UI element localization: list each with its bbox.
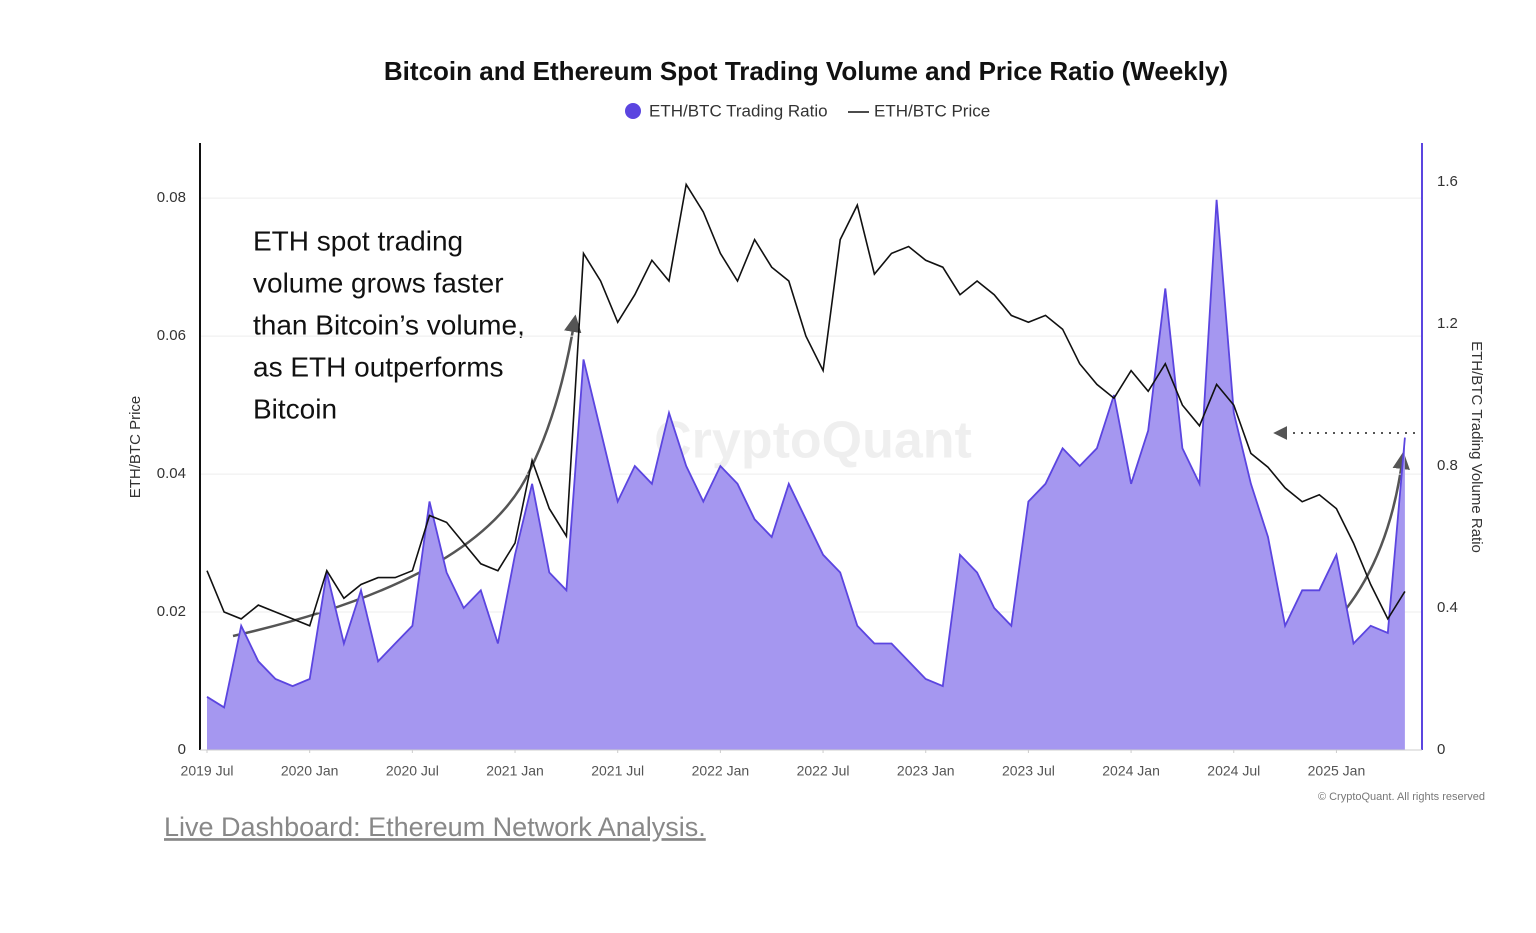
annotation-line: than Bitcoin’s volume, [253, 309, 525, 340]
y-axis-title: ETH/BTC Price [127, 396, 144, 499]
y-tick-label: 0.08 [157, 189, 186, 206]
x-tick-label: 2023 Jan [897, 763, 955, 779]
legend-label: ETH/BTC Price [874, 101, 990, 120]
x-tick-label: 2019 Jul [181, 763, 234, 779]
x-tick-label: 2021 Jul [591, 763, 644, 779]
x-tick-label: 2020 Jul [386, 763, 439, 779]
y2-tick-label: 0.4 [1437, 599, 1458, 616]
annotation-line: ETH spot trading [253, 225, 463, 256]
annotation: ETH spot trading volume grows faster than … [253, 225, 525, 424]
annotation-line: Bitcoin [253, 393, 337, 424]
x-tick-label: 2025 Jan [1308, 763, 1366, 779]
x-tick-label: 2021 Jan [486, 763, 544, 779]
y-tick-label: 0.02 [157, 603, 186, 620]
x-tick-label: 2024 Jan [1102, 763, 1160, 779]
y-tick-label: 0.06 [157, 327, 186, 344]
arrow [232, 314, 582, 638]
price-line [206, 182, 1406, 627]
area-fill [207, 199, 1405, 751]
y2-tick-label: 1.2 [1437, 315, 1458, 332]
annotation-line: as ETH outperforms [253, 351, 504, 382]
y2-axis-title: ETH/BTC Trading Volume Ratio [1468, 341, 1485, 553]
y2-tick-label: 1.6 [1437, 173, 1458, 190]
copyright: © CryptoQuant. All rights reserved [1318, 791, 1485, 803]
x-tick-label: 2023 Jul [1002, 763, 1055, 779]
y2-tick-label: 0 [1437, 741, 1445, 758]
y-tick-label: 0 [178, 741, 186, 758]
legend-swatch [625, 103, 641, 119]
chart-title: Bitcoin and Ethereum Spot Trading Volume… [384, 56, 1228, 86]
y2-tick-label: 0.8 [1437, 457, 1458, 474]
x-tick-label: 2022 Jul [797, 763, 850, 779]
area-line [206, 199, 1406, 709]
x-tick-label: 2022 Jan [692, 763, 750, 779]
watermark: CryptoQuant [654, 412, 972, 470]
legend-label: ETH/BTC Trading Ratio [649, 101, 828, 120]
y-tick-label: 0.04 [157, 465, 186, 482]
dashboard-link[interactable]: Live Dashboard: Ethereum Network Analysi… [164, 812, 706, 842]
x-tick-label: 2024 Jul [1207, 763, 1260, 779]
x-tick-label: 2020 Jan [281, 763, 339, 779]
annotation-line: volume grows faster [253, 267, 504, 298]
